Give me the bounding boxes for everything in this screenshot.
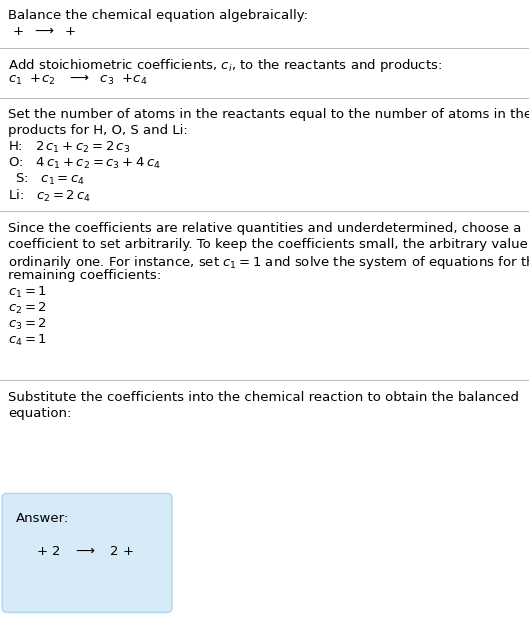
Text: ordinarily one. For instance, set $c_1 = 1$ and solve the system of equations fo: ordinarily one. For instance, set $c_1 =… <box>8 254 529 270</box>
Text: Since the coefficients are relative quantities and underdetermined, choose a: Since the coefficients are relative quan… <box>8 222 521 235</box>
Text: coefficient to set arbitrarily. To keep the coefficients small, the arbitrary va: coefficient to set arbitrarily. To keep … <box>8 237 529 250</box>
Text: Answer:: Answer: <box>16 512 69 525</box>
Text: equation:: equation: <box>8 407 71 420</box>
Text: $c_3 = 2$: $c_3 = 2$ <box>8 317 47 332</box>
Text: Add stoichiometric coefficients, $c_i$, to the reactants and products:: Add stoichiometric coefficients, $c_i$, … <box>8 57 442 74</box>
Text: Substitute the coefficients into the chemical reaction to obtain the balanced: Substitute the coefficients into the che… <box>8 391 519 404</box>
Text: $c_2 = 2$: $c_2 = 2$ <box>8 301 47 316</box>
Text: $c_4 = 1$: $c_4 = 1$ <box>8 333 47 348</box>
Text: Li:   $c_2 = 2\,c_4$: Li: $c_2 = 2\,c_4$ <box>8 188 91 204</box>
FancyBboxPatch shape <box>2 493 172 612</box>
Text: Balance the chemical equation algebraically:: Balance the chemical equation algebraica… <box>8 9 308 22</box>
Text: H:   $2\,c_1 +c_2 = 2\,c_3$: H: $2\,c_1 +c_2 = 2\,c_3$ <box>8 140 130 155</box>
Text: + 2   $\longrightarrow$   2 +: + 2 $\longrightarrow$ 2 + <box>28 545 135 558</box>
Text: remaining coefficients:: remaining coefficients: <box>8 269 161 282</box>
Text: $c_1$  $+c_2$   $\longrightarrow$  $c_3$  $+c_4$: $c_1$ $+c_2$ $\longrightarrow$ $c_3$ $+c… <box>8 73 148 87</box>
Text: O:   $4\,c_1 +c_2 = c_3 + 4\,c_4$: O: $4\,c_1 +c_2 = c_3 + 4\,c_4$ <box>8 156 161 171</box>
Text: products for H, O, S and Li:: products for H, O, S and Li: <box>8 125 188 137</box>
Text: Set the number of atoms in the reactants equal to the number of atoms in the: Set the number of atoms in the reactants… <box>8 108 529 121</box>
Text: $c_1 = 1$: $c_1 = 1$ <box>8 285 47 300</box>
Text: +  $\longrightarrow$  +: + $\longrightarrow$ + <box>8 25 77 38</box>
Text: S:   $c_1 = c_4$: S: $c_1 = c_4$ <box>11 172 85 187</box>
